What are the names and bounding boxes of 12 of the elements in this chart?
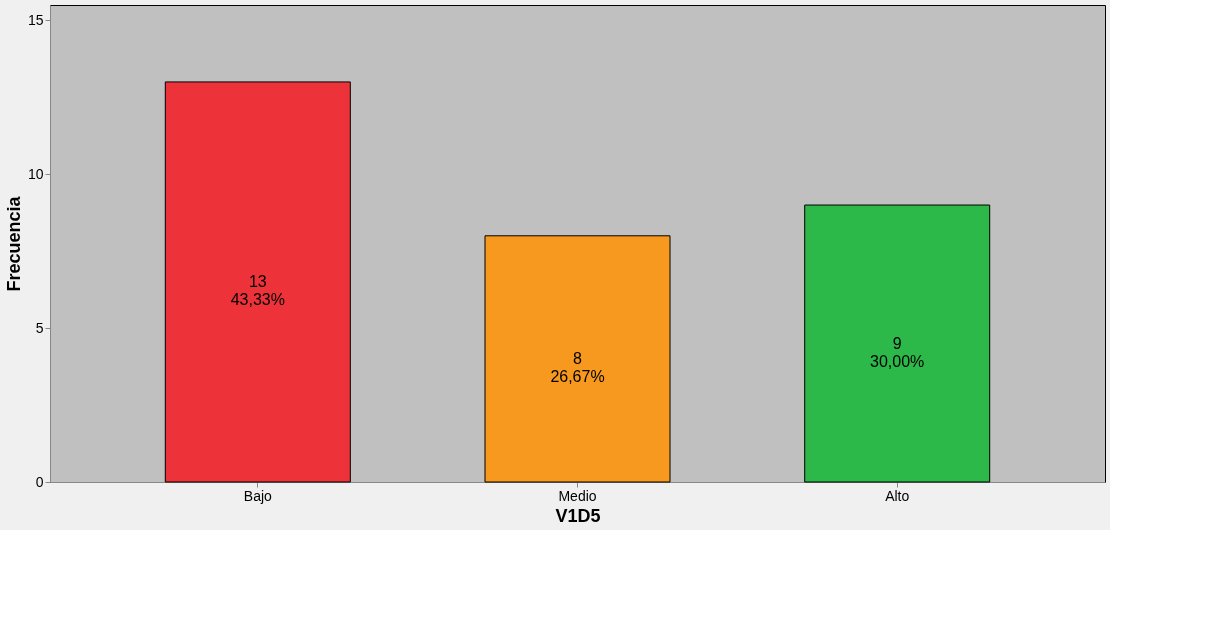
x-tick-label: Bajo — [243, 487, 273, 504]
y-axis-title: Frecuencia — [3, 195, 24, 292]
data-label: 9 30,00% — [870, 334, 925, 370]
y-tick-label: 10 — [27, 165, 44, 182]
y-tick-label: 15 — [27, 11, 44, 28]
x-axis-title: V1D5 — [555, 505, 601, 526]
data-label: 13 43,33% — [230, 272, 285, 308]
x-tick-label: Medio — [558, 487, 597, 504]
y-tick-label: 0 — [35, 473, 44, 490]
data-label: 8 26,67% — [550, 349, 605, 385]
y-tick-label: 5 — [35, 319, 44, 336]
x-tick-label: Alto — [885, 487, 910, 504]
